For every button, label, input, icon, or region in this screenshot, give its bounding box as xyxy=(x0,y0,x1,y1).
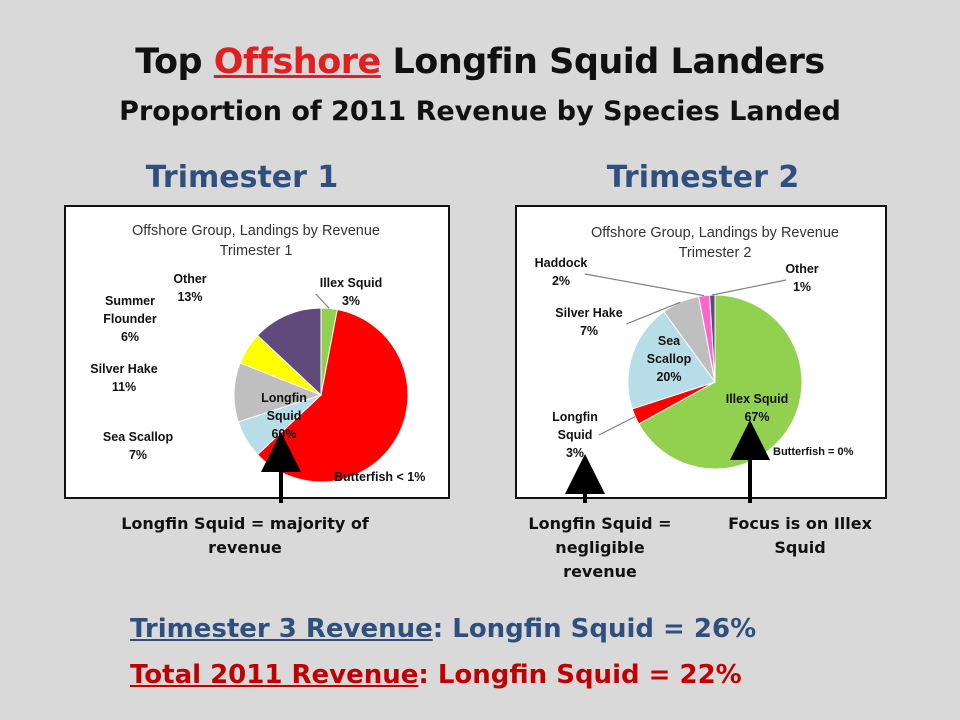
slice-label-sea-scallop: Sea Scallop 20% xyxy=(647,334,692,384)
chart-subtitle: Trimester 2 xyxy=(679,245,752,261)
slice-label-longfin-squid: Longfin Squid 3% xyxy=(552,410,598,460)
caption-trimester-2-right: Focus is on Illex Squid xyxy=(728,514,872,557)
summary-trimester-3: Trimester 3 Revenue: Longfin Squid = 26% xyxy=(130,614,756,644)
slice-label-illex-squid: Illex Squid 3% xyxy=(320,276,383,308)
slice-label-summer-flounder: Summer Flounder 6% xyxy=(103,294,157,344)
caption-trimester-1: Longfin Squid = majority of revenue xyxy=(121,514,369,557)
summary-total-2011: Total 2011 Revenue: Longfin Squid = 22% xyxy=(130,660,742,690)
slice-label-silver-hake: Silver Hake 11% xyxy=(90,362,157,394)
chart-trimester-2: Offshore Group, Landings by Revenue Trim… xyxy=(515,205,887,499)
slice-label-sea-scallop: Sea Scallop 7% xyxy=(103,430,174,462)
summary-value: : Longfin Squid = 22% xyxy=(418,660,742,690)
summary-label: Trimester 3 Revenue xyxy=(130,614,433,644)
leader-line-illex-squid xyxy=(315,293,330,309)
chart-trimester-1: Offshore Group, Landings by Revenue Trim… xyxy=(64,205,450,499)
pie-chart-trimester-2: Offshore Group, Landings by Revenue Trim… xyxy=(535,225,854,470)
slice-label-other: Other 13% xyxy=(173,272,206,304)
leader-line-haddock xyxy=(584,273,705,297)
slice-label-silver-hake: Silver Hake 7% xyxy=(555,306,622,338)
pie-chart-trimester-1: Offshore Group, Landings by Revenue Trim… xyxy=(90,223,425,484)
chart-note: Butterfish = 0% xyxy=(773,446,854,458)
summary-label: Total 2011 Revenue xyxy=(130,660,419,690)
page-subtitle: Proportion of 2011 Revenue by Species La… xyxy=(119,96,841,127)
pie-slice-other xyxy=(256,307,322,397)
title-prefix: Top xyxy=(135,42,203,82)
slice-label-haddock: Haddock 2% xyxy=(535,256,588,288)
panel-heading-trimester-1: Trimester 1 xyxy=(145,160,339,195)
title-highlight: Offshore xyxy=(213,42,382,82)
leader-line-silver-hake xyxy=(626,301,681,325)
page-title: Top Offshore Longfin Squid Landers xyxy=(0,42,960,82)
summary-value: : Longfin Squid = 26% xyxy=(432,614,757,644)
chart-title: Offshore Group, Landings by Revenue xyxy=(591,225,839,241)
panel-heading-trimester-2: Trimester 2 xyxy=(606,160,800,195)
leader-line-longfin-squid xyxy=(598,416,636,436)
slice-label-other: Other 1% xyxy=(785,262,818,294)
pie-slice-sea-scallop xyxy=(627,310,716,410)
chart-note: Butterfish < 1% xyxy=(334,470,425,484)
chart-title: Offshore Group, Landings by Revenue xyxy=(132,223,380,239)
title-suffix: Longfin Squid Landers xyxy=(392,42,825,82)
leader-line-other xyxy=(712,279,787,296)
chart-subtitle: Trimester 1 xyxy=(220,243,293,259)
caption-trimester-2-left: Longfin Squid = negligible revenue xyxy=(528,514,672,581)
